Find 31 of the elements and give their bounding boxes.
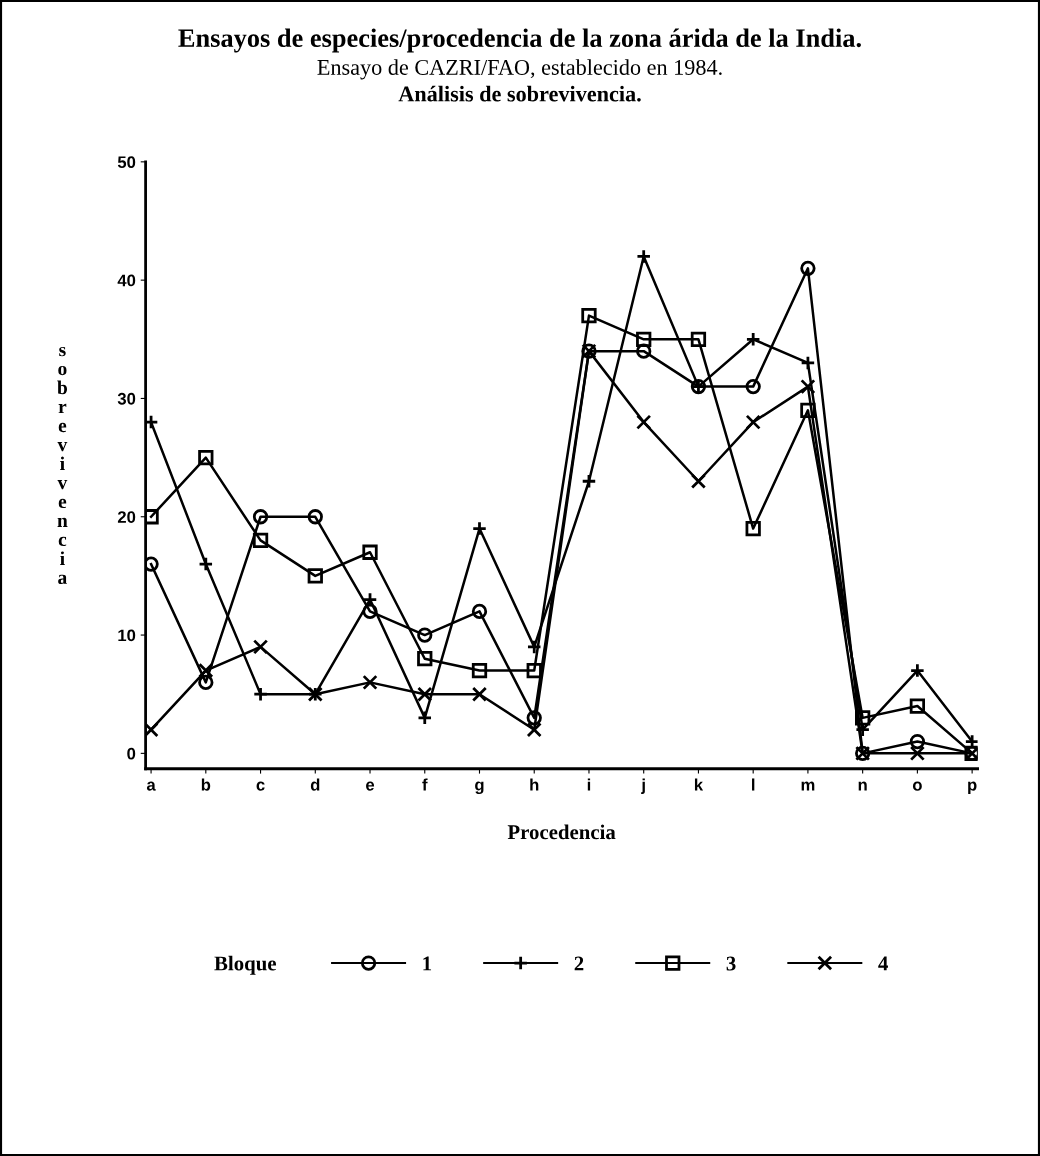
x-tick-label: c <box>256 781 265 791</box>
x-axis-title: Procedencia <box>507 824 616 840</box>
x-tick-label: l <box>752 778 755 791</box>
x-tick-label: b <box>201 778 211 791</box>
x-tick-label: e <box>366 781 375 791</box>
legend-title: Bloque <box>214 955 277 975</box>
x-tick-label: d <box>310 778 320 791</box>
legend-label: 4 <box>878 956 888 971</box>
x-tick-label: h <box>530 778 539 791</box>
x-tick-label: f <box>422 778 428 791</box>
y-tick-label: 50 <box>117 156 136 169</box>
x-tick-label: p <box>968 781 977 794</box>
x-tick-label: a <box>146 781 156 791</box>
x-tick-label: m <box>801 781 815 791</box>
text: sobrevivencia <box>57 346 68 585</box>
x-tick-label: i <box>587 778 591 791</box>
x-tick-label: g <box>475 781 484 794</box>
legend-label: 2 <box>574 956 584 971</box>
y-tick-label: 0 <box>127 747 136 760</box>
x-tick-label: o <box>912 781 922 791</box>
x-tick-label: n <box>858 781 867 791</box>
legend-label: 3 <box>726 956 736 971</box>
legend-label: 1 <box>423 956 432 971</box>
y-tick-label: 40 <box>117 274 136 287</box>
x-tick-label: j <box>641 778 645 794</box>
chart-subtitle: Ensayo de CAZRI/FAO, establecido en 1984. Análisis de sobrevivencia. <box>317 59 722 102</box>
x-tick-label: k <box>694 778 704 791</box>
y-tick-label: 30 <box>117 392 136 405</box>
chart-title: Ensayos de especies/procedencia de la zona árida de la India. <box>178 28 861 53</box>
y-tick-label: 10 <box>118 629 136 642</box>
y-tick-label: 20 <box>117 511 136 523</box>
